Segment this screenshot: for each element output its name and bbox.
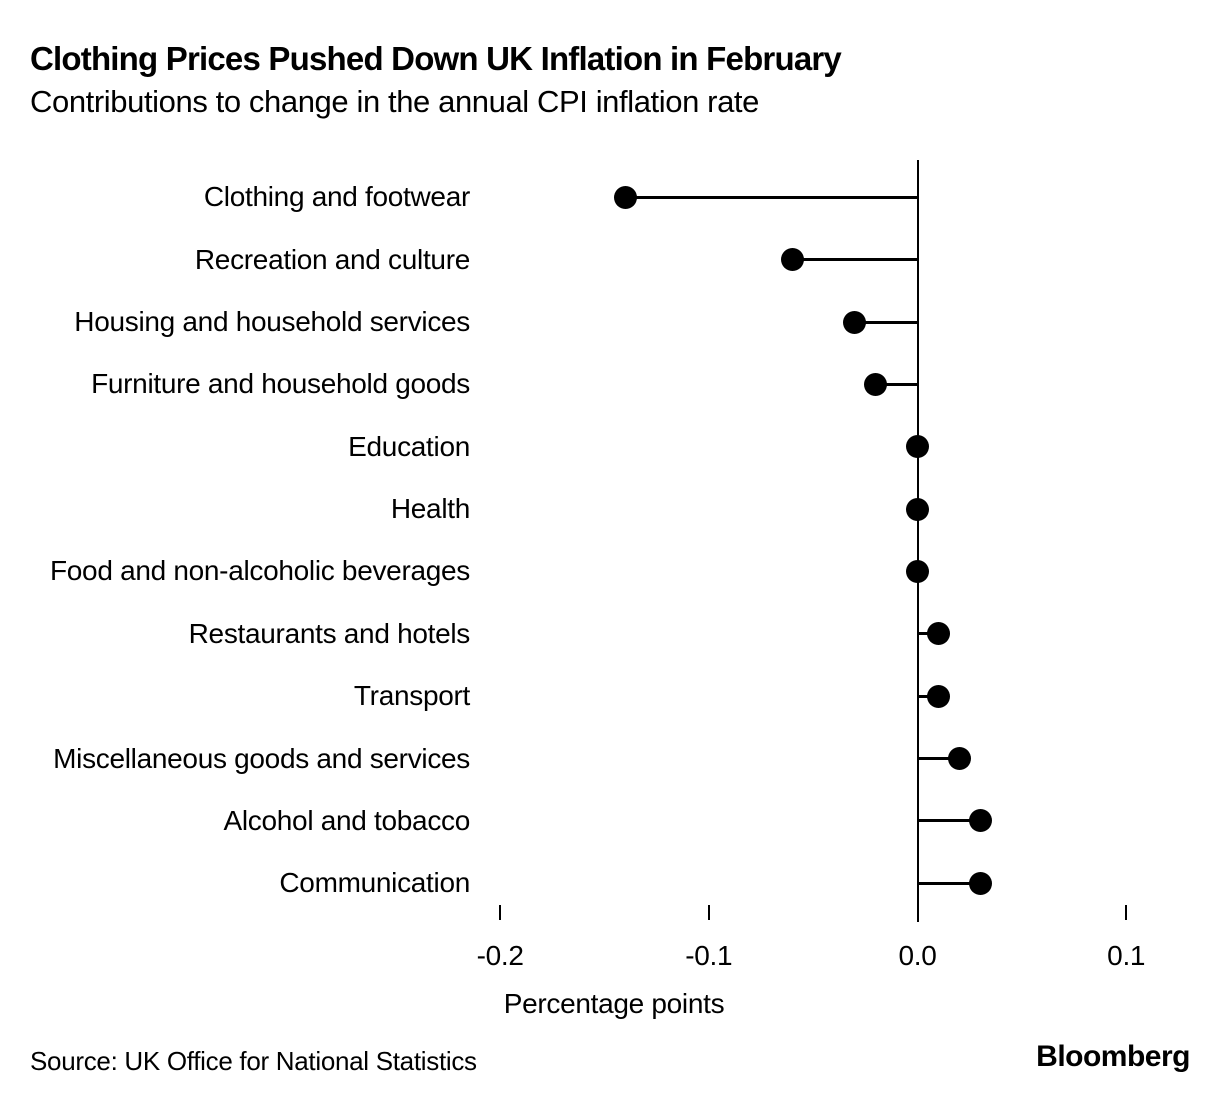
lollipop-dot [613, 185, 637, 209]
category-label: Recreation and culture [194, 243, 470, 275]
lollipop-dot [906, 559, 929, 583]
chart-title: Clothing Prices Pushed Down UK Inflation… [30, 40, 842, 77]
x-tick [916, 905, 919, 920]
lollipop-stem [625, 195, 918, 199]
lollipop-stem [875, 382, 918, 386]
lollipop-dot [968, 871, 992, 895]
x-tick [499, 905, 502, 920]
lollipop-stem [792, 258, 918, 262]
x-tick-label: -0.2 [476, 940, 524, 971]
category-label: Furniture and household goods [91, 368, 470, 400]
lollipop-dot [947, 747, 971, 771]
category-label: Education [348, 430, 470, 462]
x-tick-label: -0.1 [685, 940, 733, 971]
x-tick [707, 905, 710, 920]
x-axis-title: Percentage points [503, 988, 725, 1019]
lollipop-stem [854, 320, 918, 324]
lollipop-dot [906, 435, 929, 459]
lollipop-stem [917, 757, 960, 761]
lollipop-dot [780, 248, 804, 272]
category-label: Food and non-alcoholic beverages [49, 555, 470, 587]
category-label: Health [390, 493, 470, 525]
category-label: Communication [279, 867, 470, 899]
category-label: Clothing and footwear [203, 181, 470, 213]
bloomberg-logo: Bloomberg [1036, 1040, 1190, 1073]
category-label: Restaurants and hotels [188, 617, 471, 649]
source-text: Source: UK Office for National Statistic… [30, 1046, 477, 1076]
category-label: Housing and household services [74, 306, 470, 338]
zero-baseline [916, 160, 919, 922]
x-tick [1125, 905, 1128, 920]
category-label: Alcohol and tobacco [223, 804, 471, 836]
category-label: Miscellaneous goods and services [53, 742, 470, 774]
lollipop-dot [864, 372, 888, 396]
category-label: Transport [353, 680, 470, 712]
lollipop-stem [917, 819, 981, 823]
lollipop-dot [906, 497, 929, 521]
lollipop-dot [968, 809, 992, 833]
chart-subtitle: Contributions to change in the annual CP… [30, 84, 759, 119]
lollipop-dot [926, 684, 950, 708]
x-tick-label: 0.0 [898, 940, 937, 971]
lollipop-stem [917, 881, 981, 885]
lollipop-dot [843, 310, 867, 334]
x-tick-label: 0.1 [1107, 940, 1146, 971]
lollipop-dot [926, 622, 950, 646]
